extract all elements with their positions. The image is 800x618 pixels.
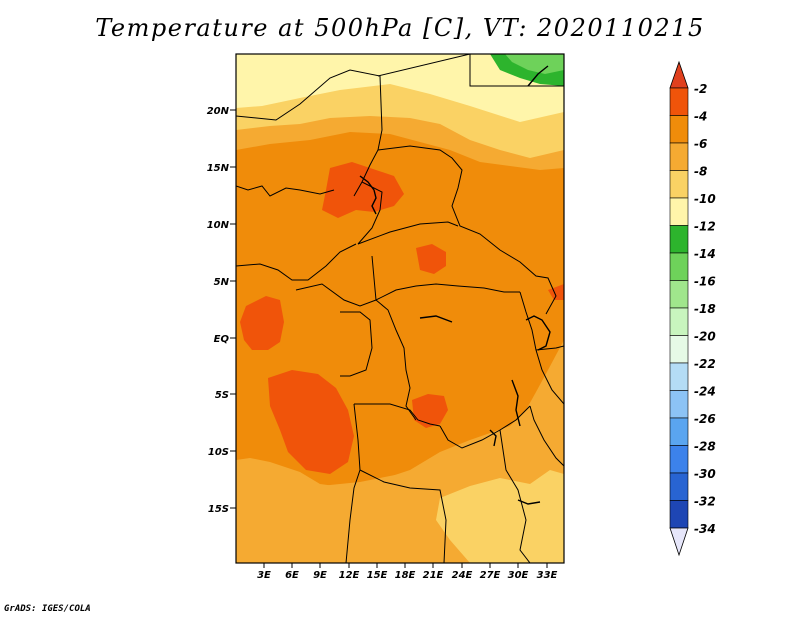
colorbar-box xyxy=(669,280,689,309)
colorbar-label: -24 xyxy=(694,385,716,399)
colorbar: -2 -4 -6 -8 -10 -12 -14 -16 -18 -20 -22 … xyxy=(669,60,716,557)
field-band-m2-central xyxy=(416,244,446,274)
colorbar-box xyxy=(669,170,689,199)
lon-ticks xyxy=(263,563,548,568)
country-borders xyxy=(236,54,564,563)
map-frame xyxy=(235,53,565,564)
lon-label: 33E xyxy=(537,570,558,581)
lat-label: 10N xyxy=(207,220,230,231)
lakes-and-coasts xyxy=(359,65,551,505)
colorbar-label: -8 xyxy=(694,165,707,179)
field-band-m2-east xyxy=(548,284,564,300)
lon-label: 24E xyxy=(452,570,473,581)
lon-label: 15E xyxy=(367,570,388,581)
grads-credit: GrADS: IGES/COLA xyxy=(4,604,91,614)
colorbar-label: -4 xyxy=(694,110,707,124)
map-title: Temperature at 500hPa [C], VT: 202011021… xyxy=(95,14,705,42)
colorbar-box xyxy=(669,87,689,116)
lon-label: 27E xyxy=(480,570,501,581)
lon-label: 12E xyxy=(339,570,360,581)
colorbar-box xyxy=(669,252,689,281)
colorbar-box xyxy=(669,472,689,501)
lon-label: 30E xyxy=(508,570,529,581)
lat-label: 15S xyxy=(208,504,229,515)
lat-labels: 20N 15N 10N 5N EQ 5S 10S 15S xyxy=(207,106,230,515)
lon-label: 3E xyxy=(257,570,271,581)
colorbar-box xyxy=(669,500,689,529)
lat-label: 10S xyxy=(208,447,229,458)
field-band-m8-south xyxy=(436,470,564,563)
colorbar-label: -6 xyxy=(694,137,707,151)
field-band-m2-west xyxy=(240,296,284,350)
colorbar-box xyxy=(669,417,689,446)
field-band-m14 xyxy=(505,54,564,74)
lat-label: 5N xyxy=(214,277,230,288)
lon-labels: 3E 6E 9E 12E 15E 18E 21E 24E 27E 30E 33E xyxy=(257,570,557,581)
colorbar-label: -16 xyxy=(694,275,716,289)
colorbar-box xyxy=(669,445,689,474)
colorbar-label: -2 xyxy=(694,82,707,96)
lon-label: 6E xyxy=(285,570,299,581)
colorbar-label: -20 xyxy=(694,330,716,344)
lon-label: 9E xyxy=(313,570,327,581)
lon-label: 18E xyxy=(395,570,416,581)
colorbar-box xyxy=(669,142,689,171)
colorbar-bottom-arrow xyxy=(669,527,689,557)
colorbar-label: -22 xyxy=(694,357,716,371)
colorbar-label: -30 xyxy=(694,467,716,481)
lat-label: EQ xyxy=(214,334,230,345)
colorbar-label: -18 xyxy=(694,302,716,316)
temperature-field xyxy=(236,54,564,563)
colorbar-box xyxy=(669,307,689,336)
colorbar-box xyxy=(669,115,689,144)
colorbar-label: -10 xyxy=(694,192,716,206)
lon-label: 21E xyxy=(423,570,444,581)
lat-label: 20N xyxy=(207,106,230,117)
colorbar-label: -32 xyxy=(694,495,716,509)
lat-label: 5S xyxy=(215,390,229,401)
colorbar-box xyxy=(669,362,689,391)
field-band-m2-lake xyxy=(412,394,448,428)
colorbar-label: -14 xyxy=(694,247,716,261)
colorbar-box xyxy=(669,197,689,226)
colorbar-box xyxy=(669,225,689,254)
colorbar-label: -34 xyxy=(694,522,716,536)
field-band-m2-south xyxy=(268,370,354,474)
colorbar-box xyxy=(669,390,689,419)
colorbar-label: -26 xyxy=(694,412,716,426)
colorbar-label: -12 xyxy=(694,220,716,234)
lat-ticks xyxy=(230,109,236,509)
lat-label: 15N xyxy=(207,163,230,174)
colorbar-box xyxy=(669,335,689,364)
field-band-m2-north xyxy=(322,162,404,218)
colorbar-top-arrow xyxy=(669,60,689,89)
colorbar-label: -28 xyxy=(694,440,716,454)
field-band-m8 xyxy=(236,84,564,158)
